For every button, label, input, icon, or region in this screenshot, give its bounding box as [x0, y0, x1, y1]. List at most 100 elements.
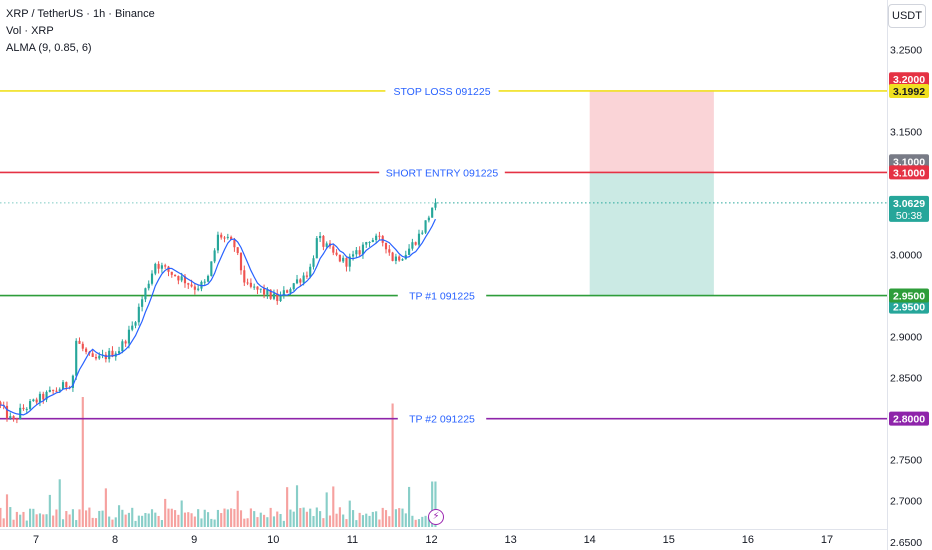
- volume-bar: [42, 514, 45, 527]
- candle-body: [61, 382, 65, 390]
- candle-body: [38, 393, 42, 403]
- candle-body: [309, 266, 312, 277]
- candle-body: [91, 353, 94, 357]
- candle-body: [154, 263, 157, 274]
- candle-body: [117, 351, 121, 354]
- candle-body: [302, 275, 305, 283]
- volume-bar: [104, 488, 107, 527]
- candle-body: [431, 207, 434, 218]
- volume-bar: [167, 508, 170, 527]
- volume-bar: [2, 518, 5, 527]
- time-tick-label: 11: [347, 534, 358, 546]
- level-price-tag: 2.9500: [893, 291, 925, 303]
- candle-body: [233, 239, 236, 248]
- candle-body: [256, 286, 259, 290]
- candle-body: [272, 293, 276, 299]
- volume-bar: [45, 514, 48, 527]
- position-zones: [589, 90, 714, 296]
- currency-selector[interactable]: USDT: [888, 4, 926, 28]
- volume-bar: [144, 512, 147, 527]
- volume-indicator-label[interactable]: Vol · XRP: [6, 25, 54, 37]
- candle-body: [411, 242, 414, 249]
- candle-body: [216, 234, 220, 251]
- candle-body: [355, 250, 358, 255]
- volume-bar: [147, 513, 150, 527]
- candle-body: [183, 276, 187, 284]
- time-tick-label: 7: [33, 534, 39, 546]
- volume-bar: [22, 511, 25, 527]
- volume-bar: [91, 517, 94, 527]
- candle-body: [226, 236, 229, 238]
- level-price-tag-bg: [889, 165, 929, 180]
- level-label: TP #2 091225: [409, 414, 475, 426]
- candle-body: [295, 279, 299, 284]
- price-tick-label: 2.8500: [890, 373, 922, 385]
- candle-body: [243, 270, 246, 283]
- candle-body: [127, 329, 131, 344]
- time-tick-label: 14: [584, 534, 596, 546]
- candle-body: [121, 341, 124, 352]
- volume-bar: [19, 514, 22, 527]
- candle-body: [421, 232, 424, 234]
- volume-bar: [384, 510, 388, 527]
- volume-bar: [398, 508, 401, 527]
- candle-body: [35, 399, 38, 403]
- level-price-tag-bg: [889, 411, 929, 426]
- volume-bar: [319, 511, 322, 527]
- candle-body: [276, 293, 279, 302]
- volume-bar: [394, 509, 397, 527]
- candle-body: [253, 286, 256, 288]
- volume-bar: [365, 513, 368, 527]
- time-tick-label: 16: [742, 534, 754, 546]
- level-price-tag-bg: [889, 83, 929, 98]
- candle-body: [263, 288, 266, 295]
- stop-loss-zone: [589, 90, 714, 173]
- candle-body: [108, 350, 111, 360]
- candle-body: [282, 290, 285, 295]
- candle-body: [78, 340, 81, 344]
- volume-bar: [206, 512, 210, 527]
- lightning-icon[interactable]: ⚡: [428, 509, 444, 525]
- volume-bar: [289, 509, 292, 527]
- volume-bar: [35, 514, 38, 527]
- volume-bar: [342, 514, 345, 527]
- alma-indicator-label[interactable]: ALMA (9, 0.85, 6): [6, 42, 92, 54]
- volume-bar: [279, 514, 282, 527]
- volume-bar: [15, 511, 18, 527]
- level-lines: STOP LOSS 091225 SHORT ENTRY 091225 TP #1 …: [0, 82, 887, 427]
- candle-body: [279, 294, 282, 302]
- volume-bar: [68, 514, 71, 527]
- candle-body: [170, 271, 173, 275]
- candle-body: [81, 343, 84, 349]
- candle-body: [213, 250, 216, 262]
- symbol-title[interactable]: XRP / TetherUS · 1h · Binance: [6, 8, 155, 20]
- volume-bar: [170, 508, 173, 527]
- candle-body: [378, 235, 381, 237]
- candle-body: [332, 246, 335, 253]
- volume-bar: [177, 514, 180, 527]
- candle-body: [75, 340, 78, 376]
- candle-body: [144, 288, 147, 300]
- volume-bar: [180, 500, 183, 527]
- volume-bar: [404, 513, 407, 527]
- candle-body: [325, 243, 328, 247]
- candle-body: [55, 390, 58, 392]
- candle-body: [9, 416, 12, 419]
- volume-bar: [276, 511, 279, 527]
- volume-bar: [52, 515, 55, 527]
- volume-bar: [414, 519, 417, 527]
- candle-body: [292, 283, 295, 290]
- candle-body: [348, 256, 351, 267]
- candle-body: [269, 289, 272, 299]
- volume-bar: [249, 508, 252, 527]
- candle-body: [351, 254, 355, 257]
- volume-bar: [108, 516, 111, 527]
- volume-bar: [61, 519, 65, 527]
- volume-bar: [190, 513, 193, 527]
- time-axis-bg: [0, 530, 887, 550]
- candle-body: [289, 289, 292, 293]
- candle-body: [365, 242, 368, 245]
- candle-body: [22, 407, 25, 410]
- price-tick-label: 2.7000: [890, 496, 922, 508]
